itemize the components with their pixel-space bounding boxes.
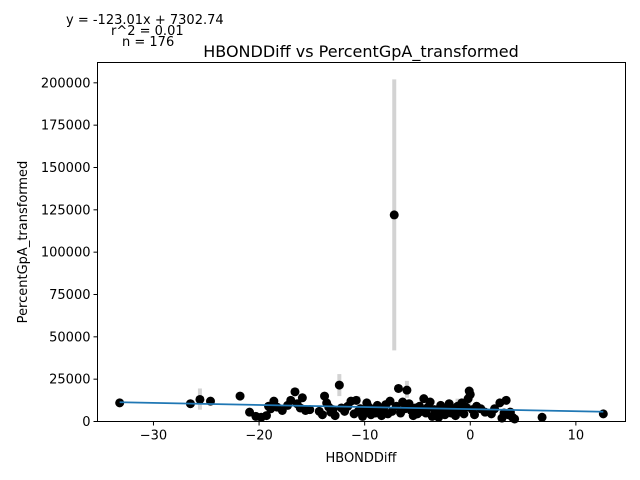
y-tick-label: 75000 bbox=[49, 288, 90, 303]
data-point bbox=[459, 409, 469, 419]
x-tick-label: −30 bbox=[140, 429, 167, 444]
y-tick-label: 50000 bbox=[49, 330, 90, 345]
r-squared-label: r^2 = 0.01 bbox=[111, 24, 184, 39]
data-point bbox=[330, 411, 340, 421]
y-tick-label: 25000 bbox=[49, 373, 90, 388]
data-point bbox=[510, 414, 520, 424]
data-point bbox=[305, 405, 315, 415]
data-point bbox=[351, 395, 361, 405]
data-point bbox=[598, 409, 608, 419]
data-point bbox=[261, 411, 271, 421]
data-point bbox=[320, 391, 330, 401]
regression-line-group bbox=[119, 401, 604, 413]
data-point bbox=[290, 387, 300, 397]
data-point bbox=[404, 399, 414, 409]
x-tick-label: 0 bbox=[466, 429, 474, 444]
plot-frame bbox=[97, 62, 626, 422]
data-point bbox=[537, 412, 547, 422]
error-bars bbox=[197, 79, 472, 414]
x-tick-label: −20 bbox=[245, 429, 272, 444]
data-point bbox=[317, 410, 327, 420]
data-point bbox=[245, 407, 255, 417]
y-tick-label: 100000 bbox=[41, 246, 91, 261]
chart-title: HBONDDiff vs PercentGpA_transformed bbox=[203, 42, 519, 62]
data-point bbox=[469, 410, 479, 420]
data-point bbox=[425, 397, 435, 407]
x-tick-label: −10 bbox=[351, 429, 378, 444]
data-point bbox=[389, 210, 399, 220]
data-point bbox=[297, 393, 307, 403]
y-axis-label: PercentGpA_transformed bbox=[16, 161, 31, 324]
y-tick-label: 150000 bbox=[41, 161, 91, 176]
y-tick-label: 125000 bbox=[41, 203, 91, 218]
x-tick-label: 10 bbox=[568, 429, 585, 444]
y-axis: 0 25000 50000 75000 100000 125000 150000 175000… bbox=[41, 76, 98, 430]
regression-line bbox=[119, 401, 604, 413]
data-point bbox=[235, 391, 245, 401]
data-points bbox=[115, 210, 608, 424]
data-point bbox=[402, 385, 412, 395]
data-point bbox=[385, 396, 395, 406]
regression-equation: y = -123.01x + 7302.74 bbox=[66, 13, 224, 28]
data-point bbox=[195, 394, 205, 404]
data-point bbox=[334, 380, 344, 390]
y-tick-label: 175000 bbox=[41, 119, 91, 134]
x-axis-label: HBONDDiff bbox=[325, 451, 397, 466]
data-point bbox=[501, 395, 511, 405]
data-point bbox=[465, 389, 475, 399]
x-axis: −30 −20 −10 0 10 bbox=[140, 421, 585, 444]
y-tick-label: 200000 bbox=[41, 76, 91, 91]
y-tick-label: 0 bbox=[82, 415, 90, 430]
sample-size-label: n = 176 bbox=[122, 35, 175, 50]
data-point bbox=[393, 383, 403, 393]
